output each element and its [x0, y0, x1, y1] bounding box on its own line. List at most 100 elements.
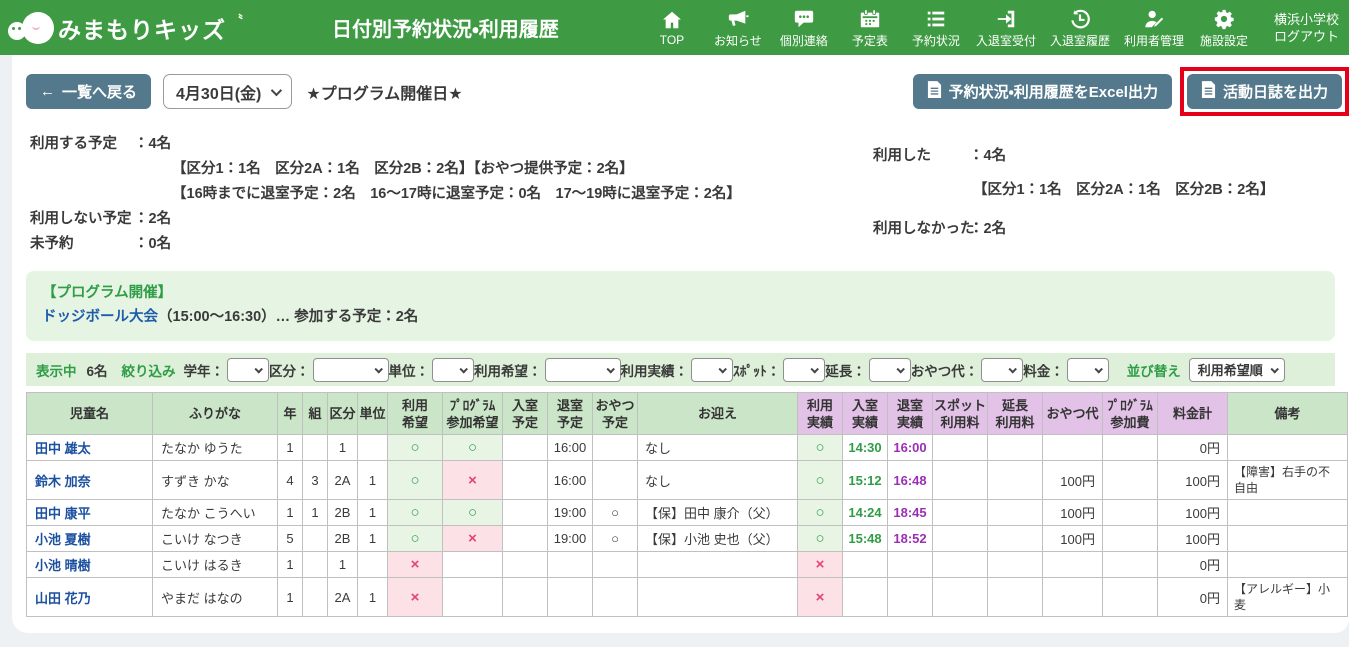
no-reserve-label: 未予約 — [30, 236, 74, 252]
cell-exit-plan: 19:00 — [547, 499, 593, 526]
column-header: 入室 予定 — [502, 392, 548, 435]
cell-grade: 4 — [277, 460, 303, 500]
cell-program-fee — [1102, 499, 1158, 526]
summary-section: 利用する予定 ：4名 【区分1：1名 区分2A：1名 区分2B：2名】【おやつ提供… — [26, 124, 1335, 263]
nav-item-schedule[interactable]: 予定表 — [838, 4, 902, 52]
column-header: 利用 希望 — [387, 392, 443, 435]
date-select[interactable]: 4月30日(金) — [163, 74, 293, 109]
cell-note — [1227, 499, 1348, 526]
filter-field: 学年： — [184, 357, 270, 382]
filter-field: 延長： — [825, 357, 911, 382]
cell-pickup: なし — [637, 460, 798, 500]
filter-select[interactable] — [544, 357, 621, 382]
cell-snack-plan — [592, 551, 638, 578]
cell-kumi — [302, 434, 328, 461]
cell-kumi — [302, 525, 328, 552]
cell-snack-fee: 100円 — [1042, 499, 1103, 526]
filter-field: 区分： — [269, 357, 389, 382]
nav-label: 入退室受付 — [975, 33, 1036, 48]
account-block: 横浜小学校 ログアウト — [1274, 11, 1339, 45]
cell-entry-plan — [502, 460, 548, 500]
back-button[interactable]: ← 一覧へ戻る — [26, 74, 152, 109]
cell-name[interactable]: 山田 花乃 — [26, 577, 153, 617]
cell-snack-fee: 100円 — [1042, 460, 1103, 500]
cell-name[interactable]: 小池 晴樹 — [26, 551, 153, 578]
filter-select[interactable] — [691, 357, 734, 382]
calendar-icon — [859, 8, 881, 30]
filter-field: ｽﾎﾟｯﾄ： — [733, 357, 826, 382]
chevron-down-icon — [810, 364, 820, 374]
nav-item-settings[interactable]: 施設設定 — [1192, 4, 1256, 52]
filter-select[interactable] — [981, 357, 1024, 382]
filter-fields: 学年： 区分： 単位： 利用希望： 利用実績： ｽﾎﾟｯﾄ： 延長： おやつ代： 料金： — [184, 357, 1109, 382]
nav-item-reservations[interactable]: 予約状況 — [904, 4, 968, 52]
chevron-down-icon — [1008, 364, 1018, 374]
cell-unit: 1 — [357, 460, 388, 500]
logout-link[interactable]: ログアウト — [1273, 28, 1339, 44]
cell-kubun: 2A — [327, 460, 358, 500]
document-icon — [1201, 81, 1216, 102]
table-row: 田中 雄太 たなか ゆうた 1 1 ○ ○ 16:00 なし ○ 14:30 16:00 0円 — [26, 434, 1348, 461]
filter-select[interactable] — [783, 357, 826, 382]
filter-select[interactable] — [868, 357, 911, 382]
mascot-icon — [8, 10, 54, 46]
cell-name[interactable]: 鈴木 加奈 — [26, 460, 153, 500]
cell-name[interactable]: 田中 雄太 — [26, 434, 153, 461]
excel-export-button[interactable]: 予約状況・利用履歴をExcel出力 — [912, 74, 1172, 109]
nav-item-top[interactable]: TOP — [640, 4, 704, 52]
nav-label: 入退室履歴 — [1049, 33, 1110, 48]
student-table: 児童名 ふりがな年組区分 単位 利用 希望 ﾌﾟﾛｸﾞﾗﾑ 参加希望 入室 予定 退室 予定… — [26, 392, 1348, 617]
filter-field: おやつ代： — [911, 357, 1024, 382]
program-heading: 【プログラム開催】 — [42, 285, 173, 301]
filter-select[interactable] — [312, 357, 389, 382]
nav-label: 施設設定 — [1199, 33, 1248, 48]
filter-field: 利用実績： — [621, 357, 734, 382]
nav-item-checkin[interactable]: 入退室受付 — [970, 4, 1042, 52]
table-row: 山田 花乃 やまだ はなの 1 2A 1 × × 0円 【アレルギー】小麦 — [26, 577, 1348, 617]
cell-exit-plan — [547, 551, 593, 578]
cell-actual: ○ — [797, 460, 843, 500]
sort-select[interactable]: 利用希望順 — [1188, 357, 1285, 382]
plan-use-detail-1: 【区分1：1名 区分2A：1名 区分2B：2名】【おやつ提供予定：2名】 — [172, 161, 634, 177]
cell-name[interactable]: 小池 夏樹 — [26, 525, 153, 552]
cell-kubun: 1 — [327, 551, 358, 578]
showing-label: 表示中 — [36, 363, 77, 379]
cell-entry-plan — [502, 551, 548, 578]
column-header: 退室 実績 — [887, 392, 933, 435]
journal-export-label: 活動日誌を出力 — [1222, 84, 1328, 101]
app-logo[interactable]: みまもりキッズ 〝 — [8, 10, 308, 46]
nav-item-history[interactable]: 入退室履歴 — [1044, 4, 1116, 52]
filter-select[interactable] — [227, 357, 270, 382]
cell-program-fee — [1102, 434, 1158, 461]
filter-select[interactable] — [1066, 357, 1109, 382]
table-row: 小池 晴樹 こいけ はるき 1 1 × × 0円 — [26, 551, 1348, 578]
filter-select[interactable] — [432, 357, 475, 382]
journal-export-button[interactable]: 活動日誌を出力 — [1186, 74, 1342, 109]
cell-name[interactable]: 田中 康平 — [26, 499, 153, 526]
program-name-link[interactable]: ドッジボール大会 — [42, 309, 158, 325]
cell-kana: こいけ はるき — [152, 551, 278, 578]
cell-kumi — [302, 551, 328, 578]
filter-field-label: 料金： — [1023, 363, 1064, 379]
cell-program: ○ — [442, 434, 503, 461]
list-icon — [925, 8, 947, 30]
cell-total-fee: 0円 — [1157, 434, 1228, 461]
nav-item-messages[interactable]: 個別連絡 — [772, 4, 836, 52]
program-day-label: ★プログラム開催日★ — [306, 85, 463, 103]
chevron-down-icon — [373, 364, 383, 374]
cell-ext-fee — [987, 434, 1043, 461]
history-icon — [1069, 8, 1091, 30]
cell-ext-fee — [987, 525, 1043, 552]
nav-item-news[interactable]: お知らせ — [706, 4, 770, 52]
plan-not-use-value: ：2名 — [134, 211, 172, 227]
chevron-down-icon — [605, 364, 615, 374]
cell-entry-plan — [502, 525, 548, 552]
cell-kubun: 2B — [327, 499, 358, 526]
cell-actual: × — [797, 577, 843, 617]
nav-item-users[interactable]: 利用者管理 — [1118, 4, 1190, 52]
cell-entry-actual — [842, 577, 888, 617]
column-header: 延長 利用料 — [987, 392, 1043, 435]
used-detail: 【区分1：1名 区分2A：1名 区分2B：2名】 — [973, 182, 1275, 198]
cell-entry-actual: 15:12 — [842, 460, 888, 500]
column-header: 単位 — [357, 392, 388, 435]
